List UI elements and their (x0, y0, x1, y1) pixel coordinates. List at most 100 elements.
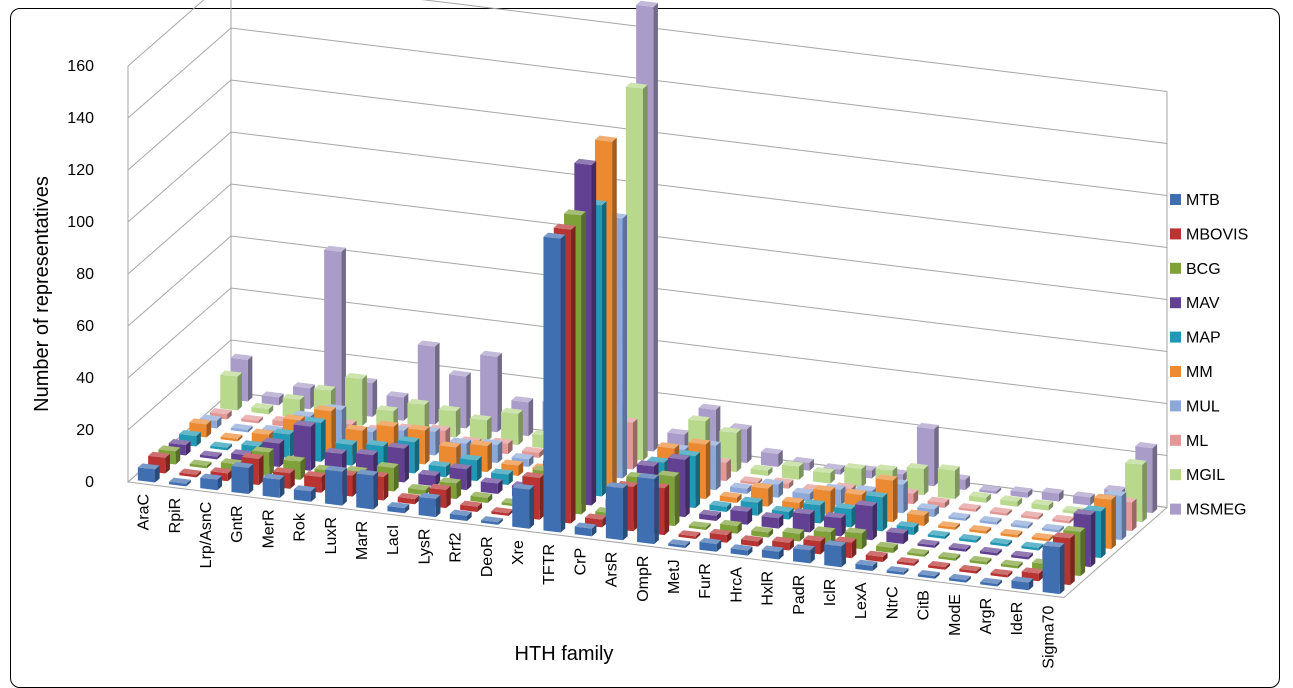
bar-top (199, 450, 222, 457)
bar-front (906, 467, 924, 496)
bar-front (1011, 554, 1029, 560)
bar-top (906, 509, 929, 516)
x-tick-label: DeoR (479, 536, 496, 577)
bar (760, 447, 783, 467)
bar-top (792, 456, 814, 464)
bar-side (414, 438, 420, 474)
bar-side (623, 484, 628, 541)
bar-top (875, 474, 898, 481)
bar-side (445, 462, 451, 478)
bar-top (387, 501, 410, 509)
bar-front (251, 407, 269, 415)
bar-side (227, 410, 232, 420)
bar-top (916, 422, 939, 430)
bar-front (220, 374, 238, 411)
bar-side (497, 352, 502, 433)
legend-label: MBOVIS (1186, 226, 1248, 243)
bar-top (637, 472, 659, 480)
bar (1000, 495, 1023, 507)
bar-top (875, 464, 898, 471)
bar-top (886, 527, 909, 534)
bar-top (407, 398, 430, 406)
bar-front (750, 468, 768, 476)
bar-front (989, 511, 1008, 516)
bar-top (636, 460, 659, 467)
bar (719, 491, 742, 503)
bar-side (508, 470, 513, 486)
bar-side (331, 407, 336, 453)
y-tick-label: 60 (76, 318, 94, 335)
bar-side (736, 429, 742, 473)
bar-top (501, 459, 524, 466)
bar-side (841, 542, 847, 568)
bar-front (949, 577, 967, 583)
bar-top (1125, 458, 1147, 465)
bar-side (840, 485, 846, 506)
bar-side (1048, 534, 1054, 542)
bar-side (341, 406, 347, 444)
bar-top (449, 437, 472, 444)
bar-top (179, 429, 201, 437)
bar-side (685, 541, 691, 548)
bar-front (1042, 545, 1060, 595)
bar-top (574, 158, 597, 165)
bar-front (605, 486, 624, 541)
bar-front (137, 467, 156, 483)
legend-swatch (1170, 262, 1181, 274)
bar-side (996, 487, 1002, 494)
bar-front (460, 504, 478, 513)
bar-side (705, 440, 711, 500)
bar-top (937, 464, 960, 471)
bar-side (1048, 501, 1054, 511)
bar-top (979, 546, 1002, 554)
bar-top (262, 437, 285, 444)
bar-side (508, 509, 514, 516)
y-tick-label: 40 (76, 370, 94, 387)
bar (1052, 514, 1075, 524)
bar-top (386, 391, 409, 398)
bars (137, 0, 1158, 595)
bar-side (165, 453, 170, 474)
legend-swatch (1170, 434, 1181, 446)
bar-top (325, 465, 347, 472)
x-tick-label: MarR (354, 521, 371, 560)
bar (990, 568, 1013, 578)
bar-front (543, 236, 561, 533)
bar-front (1000, 499, 1018, 507)
bar-side (1018, 561, 1023, 569)
bar-front (325, 469, 343, 506)
bar (730, 544, 753, 556)
bar-top (980, 577, 1003, 584)
bar-front (896, 561, 915, 566)
bar-top (1000, 495, 1023, 502)
bar-top (324, 447, 347, 454)
bar (220, 432, 243, 442)
bar-top (938, 551, 961, 559)
bar (210, 441, 233, 451)
bar-side (882, 493, 888, 532)
bar (241, 414, 263, 424)
bar-top (460, 500, 482, 507)
bar-side (1028, 521, 1033, 529)
bar-top (771, 505, 794, 512)
bar-top (1063, 525, 1086, 532)
y-tick-label: 0 (85, 474, 94, 491)
bar-front (1021, 545, 1039, 551)
bar-top (438, 441, 461, 448)
bar-side (747, 507, 753, 525)
legend-label: MM (1186, 364, 1213, 381)
bar-front (699, 513, 717, 521)
bar-top (376, 420, 399, 427)
bar-top (521, 446, 544, 453)
bar-side (1038, 569, 1044, 582)
bar-top (823, 463, 846, 470)
bar-top (345, 372, 367, 380)
bar-top (241, 414, 263, 421)
x-tick-label: Rrf2 (448, 532, 465, 562)
bar-top (750, 464, 773, 471)
bar (387, 501, 410, 514)
bar (179, 468, 202, 478)
x-tick-label: IclR (822, 579, 839, 607)
bar-side (394, 464, 399, 492)
bar (189, 459, 212, 469)
